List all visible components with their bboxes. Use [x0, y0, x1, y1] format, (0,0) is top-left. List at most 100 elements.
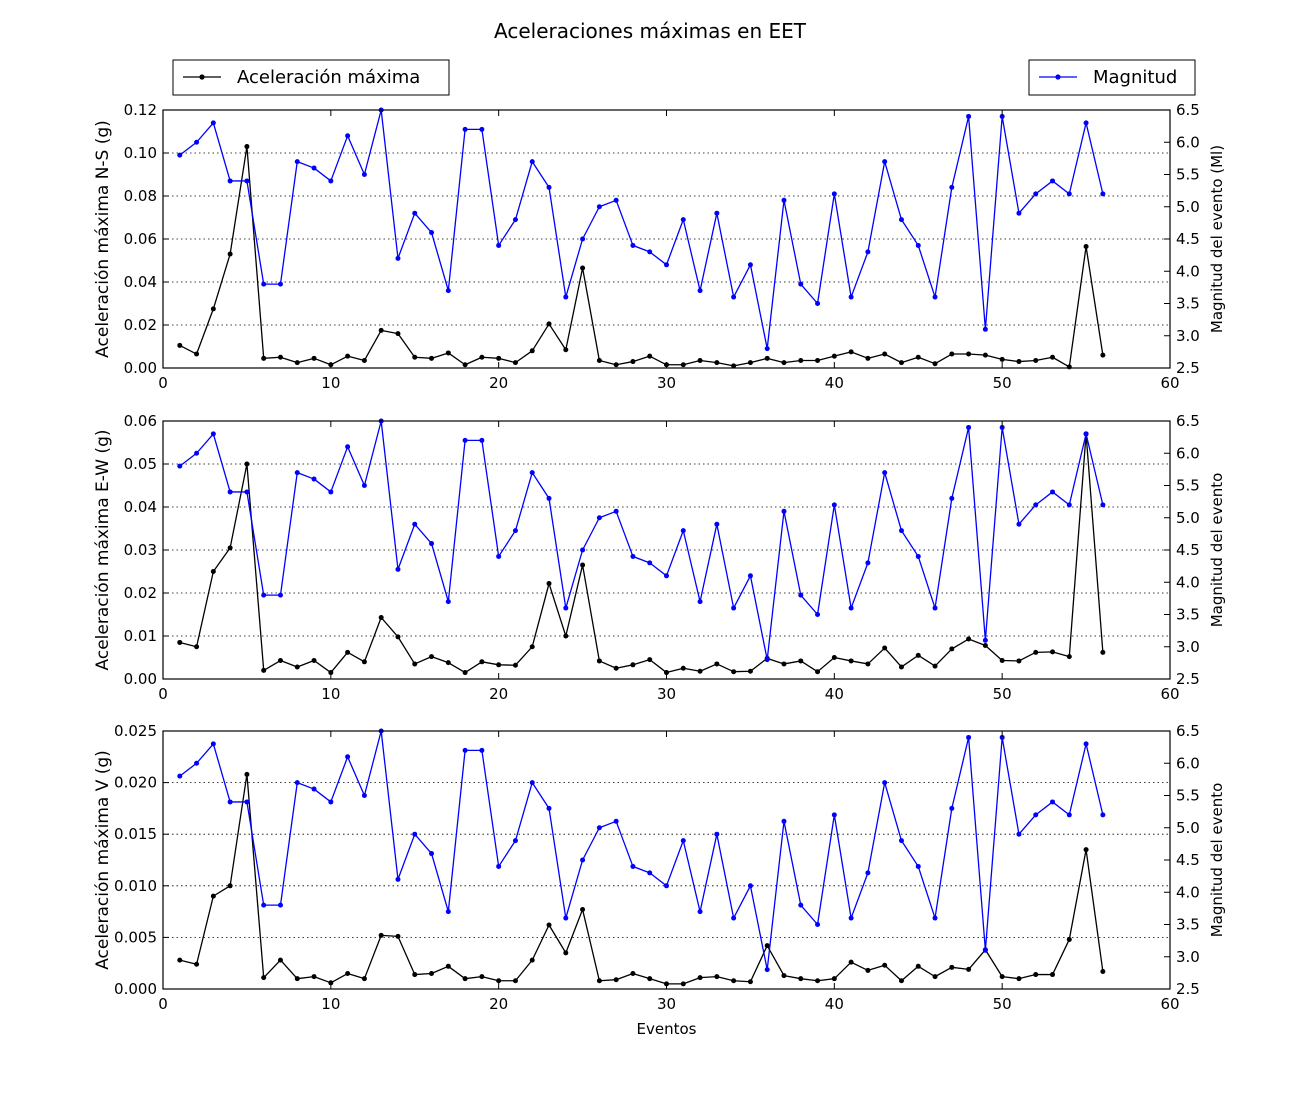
- y2-tick-label: 5.5: [1176, 787, 1200, 805]
- accel-data-point: [479, 974, 485, 980]
- y-tick-label: 0.06: [124, 230, 157, 248]
- y2-tick-label: 6.5: [1176, 722, 1200, 740]
- accel-data-point: [697, 975, 703, 981]
- accel-data-point: [210, 569, 216, 574]
- accel-data-point: [815, 978, 821, 984]
- legend-accel: Aceleración máxima: [172, 59, 450, 96]
- accel-data-point: [462, 670, 468, 676]
- magnitude-data-point: [747, 262, 753, 268]
- magnitude-data-point: [613, 818, 619, 824]
- y2-tick-label: 3.5: [1176, 916, 1200, 934]
- x-tick-label: 0: [158, 374, 168, 392]
- magnitude-data-point: [1033, 812, 1039, 818]
- magnitude-data-point: [294, 780, 300, 786]
- accel-data-point: [194, 961, 200, 967]
- accel-data-point: [563, 347, 569, 353]
- legend-accel-label: Aceleración máxima: [237, 67, 420, 88]
- magnitude-data-point: [1083, 120, 1089, 126]
- magnitude-data-point: [647, 870, 653, 876]
- accel-data-point: [999, 658, 1005, 664]
- accel-data-point: [848, 658, 854, 664]
- accel-data-point: [613, 665, 619, 671]
- magnitude-data-point: [277, 902, 283, 908]
- y2-tick-label: 6.0: [1176, 133, 1200, 151]
- accel-data-point: [815, 357, 821, 363]
- magnitude-data-point: [1016, 831, 1022, 837]
- accel-data-point: [512, 662, 518, 668]
- accel-data-point: [966, 636, 972, 642]
- magnitude-data-point: [949, 805, 955, 811]
- magnitude-data-point: [647, 249, 653, 255]
- magnitude-data-point: [328, 178, 334, 184]
- accel-data-point: [311, 658, 317, 664]
- magnitude-data-point: [194, 760, 200, 766]
- accel-data-point: [563, 950, 569, 956]
- accel-data-point: [429, 355, 435, 361]
- accel-data-point: [882, 351, 888, 357]
- accel-data-point: [1033, 357, 1039, 363]
- magnitude-data-point: [345, 444, 351, 450]
- accel-data-point: [831, 655, 837, 660]
- accel-data-point: [580, 265, 586, 271]
- magnitude-data-point: [915, 553, 921, 559]
- magnitude-data-point: [630, 553, 636, 559]
- y-tick-label: 0.000: [114, 980, 157, 998]
- magnitude-data-point: [747, 573, 753, 579]
- magnitude-series-line: [179, 109, 1104, 350]
- magnitude-data-point: [277, 592, 283, 598]
- accel-series-line: [179, 145, 1104, 368]
- y-tick-label: 0.10: [124, 144, 157, 162]
- magnitude-data-point: [613, 197, 619, 203]
- magnitude-data-point: [915, 242, 921, 248]
- magnitude-data-point: [630, 863, 636, 869]
- magnitude-data-point: [1016, 521, 1022, 527]
- accel-data-point: [915, 652, 921, 658]
- accel-data-point: [1050, 354, 1056, 360]
- accel-data-point: [345, 971, 351, 977]
- y-tick-label: 0.00: [124, 359, 157, 377]
- accel-data-point: [747, 979, 753, 985]
- accel-data-point: [898, 664, 904, 670]
- accel-data-point: [798, 976, 804, 982]
- y2-tick-label: 2.5: [1176, 670, 1200, 688]
- y2-tick-label: 2.5: [1176, 980, 1200, 998]
- magnitude-data-point: [966, 734, 972, 740]
- accel-data-point: [731, 978, 737, 984]
- magnitude-data-point: [1016, 210, 1022, 216]
- accel-data-point: [277, 957, 283, 963]
- magnitude-data-point: [932, 605, 938, 611]
- accel-data-point: [680, 665, 686, 671]
- accel-data-point: [714, 360, 720, 366]
- magnitude-data-point: [496, 863, 502, 869]
- accel-data-point: [865, 661, 871, 667]
- magnitude-data-point: [429, 851, 435, 857]
- y2-tick-label: 5.0: [1176, 509, 1200, 527]
- accel-data-point: [529, 348, 535, 354]
- magnitude-data-point: [546, 184, 552, 190]
- accel-data-point: [378, 615, 384, 621]
- y-tick-label: 0.04: [124, 498, 157, 516]
- accel-data-point: [1033, 649, 1039, 655]
- magnitude-data-point: [529, 159, 535, 165]
- accel-data-point: [714, 661, 720, 667]
- magnitude-data-point: [1050, 178, 1056, 184]
- magnitude-data-point: [261, 902, 267, 908]
- y2-tick-label: 6.0: [1176, 444, 1200, 462]
- magnitude-data-point: [815, 922, 821, 927]
- magnitude-data-point: [831, 812, 837, 818]
- accel-data-point: [999, 356, 1005, 362]
- accel-data-point: [949, 964, 955, 970]
- accel-data-point: [596, 978, 602, 984]
- magnitude-data-point: [781, 508, 787, 514]
- magnitude-data-point: [664, 573, 669, 579]
- y2-tick-label: 4.5: [1176, 851, 1200, 869]
- accel-data-point: [647, 657, 653, 663]
- x-tick-label: 20: [489, 995, 508, 1013]
- magnitude-data-point: [898, 217, 904, 223]
- accel-data-point: [462, 362, 468, 368]
- accel-data-point: [596, 658, 602, 664]
- y2-tick-label: 4.5: [1176, 541, 1200, 559]
- accel-data-point: [781, 973, 787, 979]
- y2-tick-label: 3.5: [1176, 606, 1200, 624]
